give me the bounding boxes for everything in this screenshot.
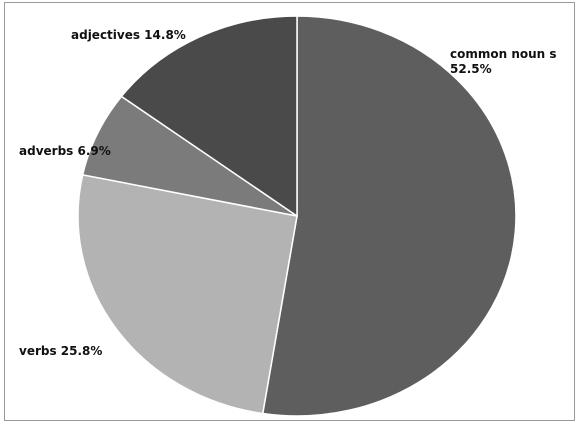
pie-slice-adjectives (120, 15, 298, 218)
pie-chart: common noun s 52.5% verbs 25.8% adverbs 6.9… (19, 15, 557, 417)
pie-slices (77, 15, 517, 417)
slice-label-common-noun-s: common noun s 52.5% (450, 47, 557, 76)
pie-labels: common noun s 52.5% verbs 25.8% adverbs 6.9… (19, 28, 557, 358)
slice-label-line: common noun s (450, 47, 557, 61)
slice-label-adverbs: adverbs 6.9% (19, 144, 111, 158)
slice-label-line: adjectives 14.8% (71, 28, 186, 42)
slice-label-verbs: verbs 25.8% (19, 344, 102, 358)
slice-label-adjectives: adjectives 14.8% (71, 28, 186, 42)
slice-label-line: adverbs 6.9% (19, 144, 111, 158)
chart-area: common noun s 52.5% verbs 25.8% adverbs 6.9… (4, 2, 575, 421)
pie-slice-common-noun-s (261, 15, 517, 417)
pie-slice-verbs (77, 173, 298, 415)
slice-label-line: verbs 25.8% (19, 344, 102, 358)
slice-label-line: 52.5% (450, 62, 492, 76)
